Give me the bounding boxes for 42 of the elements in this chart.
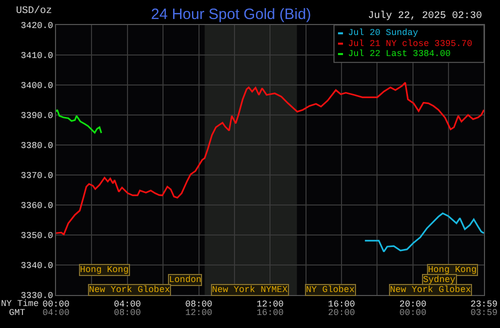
annotation: Hong Kong — [428, 265, 477, 275]
y-tick-label: 3370.0 — [20, 171, 54, 182]
x-tick-label: 23:59 — [470, 300, 498, 310]
y-tick-label: 3380.0 — [20, 141, 54, 152]
x2-tick-label: 03:59 — [470, 308, 498, 318]
y-tick-label: 3340.0 — [20, 261, 54, 272]
y-axis-title: USD/oz — [16, 5, 52, 17]
annotation: New York Globex — [89, 285, 170, 295]
y-tick-label: 3420.0 — [20, 21, 54, 32]
y-tick-label: 3410.0 — [20, 51, 54, 62]
x2-tick-label: 08:00 — [114, 308, 141, 318]
x-tick-label: 12:00 — [256, 300, 284, 310]
legend-label: Jul 21 NY close 3395.70 — [348, 39, 472, 49]
x2-tick-label: 04:00 — [42, 308, 70, 318]
x2-tick-label: 12:00 — [185, 308, 212, 318]
annotation: NY Globex — [306, 285, 355, 295]
x-axis-title: NY Time — [1, 299, 39, 309]
x-tick-label: 08:00 — [185, 300, 212, 310]
x-tick-label: 00:00 — [42, 300, 70, 310]
x2-tick-label: 00:00 — [399, 308, 426, 318]
y-tick-label: 3400.0 — [20, 81, 54, 92]
x-tick-label: 16:00 — [328, 300, 356, 310]
annotation: London — [169, 275, 202, 285]
annotation: Hong Kong — [80, 265, 129, 275]
text: July 22, 2025 02:30 — [368, 10, 482, 22]
legend-label: Jul 22 Last 3384.00 — [348, 49, 451, 59]
line-series — [56, 109, 102, 134]
y-tick-label: 3350.0 — [20, 231, 54, 242]
annotation: Sydney — [423, 275, 456, 285]
legend-label: Jul 20 Sunday — [348, 28, 419, 38]
line-series — [56, 82, 484, 236]
y-tick-label: 3390.0 — [20, 111, 54, 122]
x-tick-label: 20:00 — [399, 300, 426, 310]
y-tick-label: 3360.0 — [20, 201, 54, 212]
line-series — [364, 212, 484, 253]
annotation: New York NYMEX — [212, 285, 288, 295]
x2-tick-label: 16:00 — [256, 308, 284, 318]
x2-axis-title: GMT — [9, 308, 26, 318]
annotation: New York Globex — [390, 285, 472, 295]
chart-title: 24 Hour Spot Gold (Bid) — [151, 6, 312, 23]
x-tick-label: 04:00 — [114, 300, 141, 310]
x2-tick-label: 20:00 — [328, 308, 356, 318]
